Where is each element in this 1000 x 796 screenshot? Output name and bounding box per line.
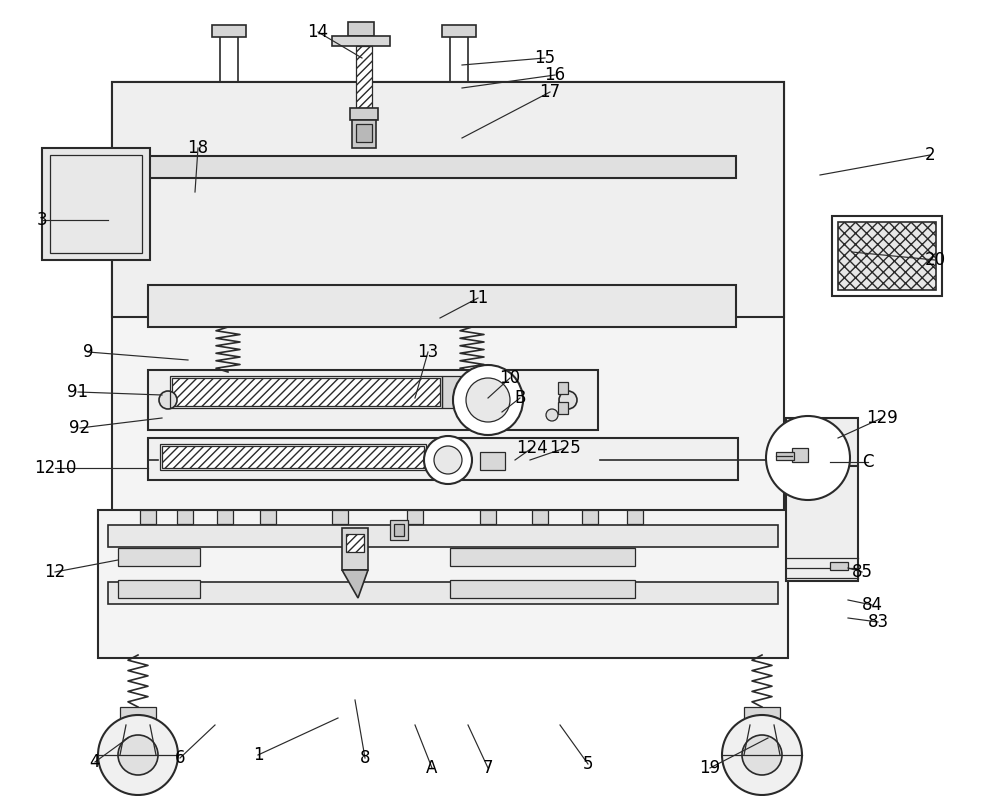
Text: 15: 15 [534, 49, 556, 67]
Text: 84: 84 [862, 596, 883, 614]
Bar [792, 448, 808, 462]
Bar [332, 510, 348, 524]
Bar [217, 510, 233, 524]
Text: 16: 16 [544, 66, 566, 84]
Text: 4: 4 [90, 753, 100, 771]
Circle shape [159, 391, 177, 409]
Text: 92: 92 [69, 419, 91, 437]
Circle shape [546, 409, 558, 421]
Bar [356, 124, 372, 142]
Circle shape [742, 735, 782, 775]
Circle shape [424, 436, 472, 484]
Bar [98, 510, 788, 658]
Bar [108, 525, 778, 547]
Bar [830, 562, 848, 570]
Bar [582, 510, 598, 524]
Circle shape [722, 715, 802, 795]
Bar [348, 22, 374, 36]
Text: 7: 7 [483, 759, 493, 777]
Bar [332, 36, 390, 46]
Circle shape [434, 446, 462, 474]
Bar [42, 148, 150, 260]
Circle shape [466, 378, 510, 422]
Text: 2: 2 [925, 146, 935, 164]
Text: 85: 85 [852, 563, 872, 581]
Circle shape [98, 715, 178, 795]
Text: 19: 19 [699, 759, 721, 777]
Bar [112, 82, 784, 317]
Text: B: B [514, 389, 526, 407]
Bar [352, 120, 376, 148]
Bar [558, 382, 568, 394]
Bar [177, 510, 193, 524]
Bar [108, 582, 778, 604]
Text: 8: 8 [360, 749, 370, 767]
Text: 12: 12 [44, 563, 66, 581]
Bar [170, 376, 442, 408]
Bar [390, 520, 408, 540]
Bar [407, 510, 423, 524]
Text: 3: 3 [37, 211, 47, 229]
Bar [776, 452, 794, 460]
Bar [118, 548, 200, 566]
Bar [558, 402, 568, 414]
Text: 6: 6 [175, 749, 185, 767]
Text: 10: 10 [499, 369, 521, 387]
Bar [112, 82, 784, 612]
Text: A: A [426, 759, 438, 777]
Text: C: C [862, 453, 874, 471]
Bar [346, 534, 364, 552]
Bar [442, 25, 476, 37]
Bar [532, 510, 548, 524]
Bar [160, 444, 426, 470]
Bar [148, 370, 598, 430]
Polygon shape [342, 570, 368, 598]
Text: 129: 129 [866, 409, 898, 427]
Bar [120, 707, 156, 725]
Text: 9: 9 [83, 343, 93, 361]
Text: 1210: 1210 [34, 459, 76, 477]
Text: 5: 5 [583, 755, 593, 773]
Circle shape [559, 391, 577, 409]
Bar [140, 510, 156, 524]
Text: 11: 11 [467, 289, 489, 307]
Bar [50, 155, 142, 253]
Bar [172, 378, 440, 406]
Circle shape [118, 735, 158, 775]
Bar [786, 418, 858, 466]
Text: 17: 17 [539, 83, 561, 101]
Bar [162, 446, 424, 468]
Bar [450, 548, 635, 566]
Text: 14: 14 [307, 23, 329, 41]
Bar [442, 376, 482, 408]
Text: 124: 124 [516, 439, 548, 457]
Text: 13: 13 [417, 343, 439, 361]
Bar [832, 216, 942, 296]
Bar [350, 108, 378, 120]
Bar [450, 580, 635, 598]
Bar [260, 510, 276, 524]
Circle shape [766, 416, 850, 500]
Text: 20: 20 [924, 251, 946, 269]
Bar [148, 438, 738, 480]
Bar [480, 510, 496, 524]
Bar [118, 580, 200, 598]
Text: 83: 83 [867, 613, 889, 631]
Bar [786, 466, 858, 581]
Text: 18: 18 [187, 139, 209, 157]
Bar [148, 156, 736, 178]
Bar [342, 528, 368, 570]
Bar [744, 707, 780, 725]
Circle shape [453, 365, 523, 435]
Bar [212, 25, 246, 37]
Text: 125: 125 [549, 439, 581, 457]
Bar [480, 452, 505, 470]
Bar [356, 46, 372, 108]
Text: 1: 1 [253, 746, 263, 764]
Bar [627, 510, 643, 524]
Bar [148, 285, 736, 327]
Bar [394, 524, 404, 536]
Text: 91: 91 [67, 383, 89, 401]
Bar [838, 222, 936, 290]
